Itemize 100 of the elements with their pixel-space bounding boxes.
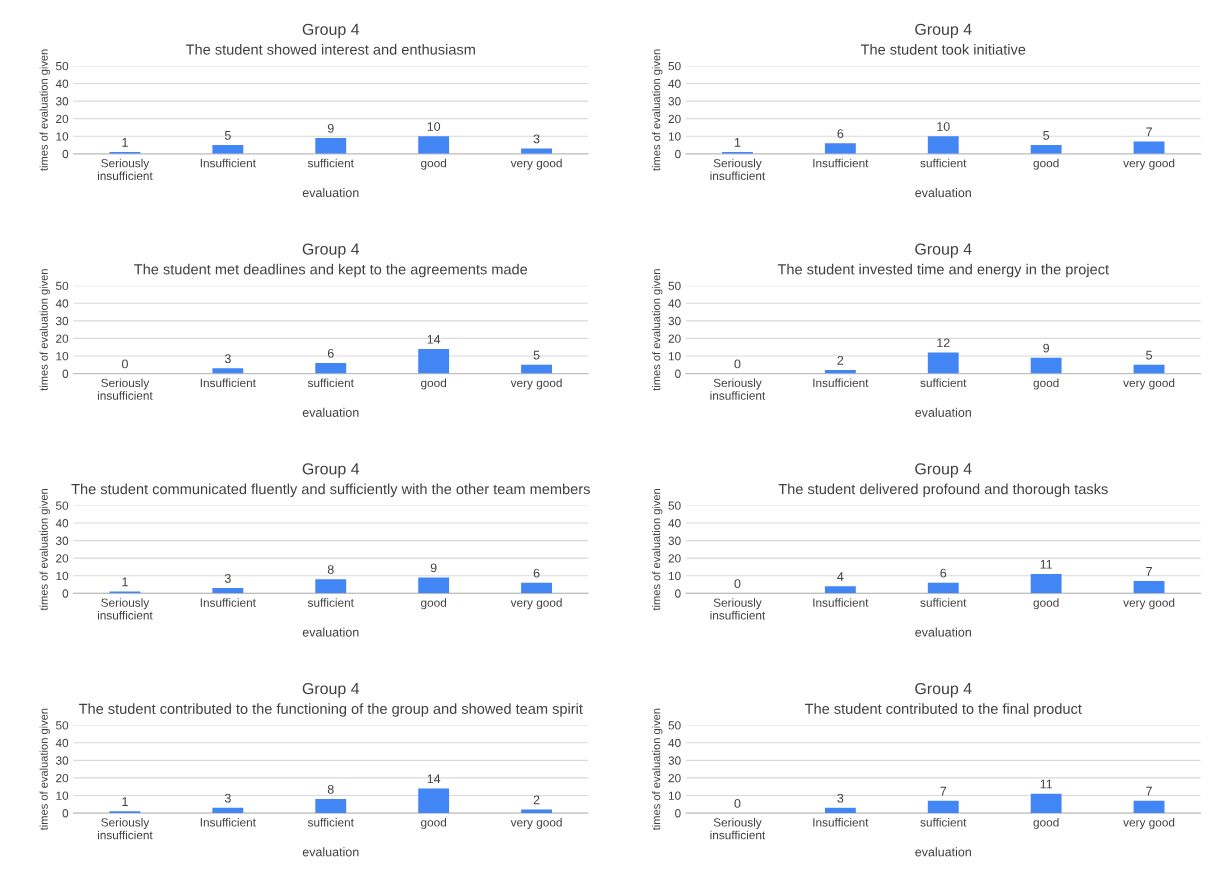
bar bbox=[315, 138, 347, 154]
chart-title: Group 4 bbox=[302, 23, 360, 39]
data-label: 10 bbox=[937, 122, 950, 131]
x-tick-label: good bbox=[421, 598, 447, 610]
chart-title: Group 4 bbox=[915, 682, 972, 698]
y-tick-label: 20 bbox=[668, 554, 681, 563]
x-tick-label: Insufficient bbox=[200, 158, 256, 168]
x-tick-label: Insufficient bbox=[813, 598, 869, 607]
bar bbox=[418, 348, 450, 374]
x-tick-label: very good bbox=[1123, 817, 1175, 829]
x-axis-title: evaluation bbox=[915, 407, 971, 417]
y-axis-title: times of evaluation given bbox=[39, 269, 50, 391]
data-label: 9 bbox=[430, 563, 437, 573]
x-tick-label: sufficient bbox=[307, 817, 354, 827]
y-tick-label: 40 bbox=[668, 519, 681, 528]
x-tick-label: Seriously insufficient bbox=[97, 158, 153, 181]
x-tick-label: Seriously insufficient bbox=[97, 598, 153, 620]
x-tick-label: Seriously insufficient bbox=[97, 378, 153, 400]
bar bbox=[315, 799, 347, 814]
data-label: 1 bbox=[122, 577, 128, 587]
y-tick-label: 10 bbox=[56, 571, 69, 581]
y-tick-label: 30 bbox=[55, 536, 69, 545]
y-tick-label: 20 bbox=[56, 773, 69, 783]
bar bbox=[212, 368, 244, 374]
bar bbox=[212, 588, 244, 594]
y-tick-label: 10 bbox=[56, 352, 69, 361]
bar bbox=[418, 136, 450, 154]
data-label: 2 bbox=[533, 795, 540, 805]
data-label: 7 bbox=[1146, 127, 1152, 137]
bar bbox=[315, 579, 347, 594]
bar bbox=[315, 363, 347, 374]
y-tick-label: 40 bbox=[55, 738, 69, 748]
data-label: 0 bbox=[121, 359, 128, 369]
x-tick-label: good bbox=[1033, 817, 1059, 829]
y-tick-label: 40 bbox=[668, 79, 681, 88]
x-tick-label: sufficient bbox=[920, 378, 967, 388]
y-tick-label: 40 bbox=[668, 299, 681, 308]
x-tick-label: Insufficient bbox=[200, 598, 256, 607]
x-tick-label: very good bbox=[1123, 598, 1175, 610]
y-tick-label: 10 bbox=[668, 352, 681, 361]
bar bbox=[418, 788, 450, 814]
chart-subtitle: The student showed interest and enthusiasm bbox=[185, 44, 475, 55]
y-tick-label: 20 bbox=[668, 114, 681, 124]
y-tick-label: 30 bbox=[668, 97, 681, 106]
data-label: 1 bbox=[122, 797, 128, 806]
x-tick-label: Insufficient bbox=[200, 817, 256, 827]
x-tick-label: good bbox=[1033, 378, 1059, 390]
chart-subtitle: The student contributed to the functioning of the group and showed team spirit bbox=[78, 703, 583, 717]
x-axis-title: evaluation bbox=[302, 407, 359, 417]
y-tick-label: 50 bbox=[668, 281, 681, 291]
chart-subtitle: The student contributed to the final product bbox=[804, 703, 1082, 717]
x-tick-label: Seriously insufficient bbox=[710, 158, 766, 181]
y-tick-label: 30 bbox=[668, 536, 681, 545]
chart-subtitle: The student met deadlines and kept to the agreements made bbox=[134, 263, 528, 278]
data-label: 0 bbox=[734, 798, 741, 808]
chart-subtitle: The student delivered profound and thorough tasks bbox=[778, 483, 1108, 498]
data-label: 4 bbox=[837, 572, 844, 581]
y-axis-title: times of evaluation given bbox=[652, 269, 663, 391]
chart-subtitle: The student communicated fluently and sufficiently with the other team members bbox=[71, 483, 590, 498]
data-label: 5 bbox=[1146, 350, 1152, 360]
data-label: 7 bbox=[940, 786, 947, 796]
data-label: 8 bbox=[327, 784, 334, 794]
data-label: 6 bbox=[327, 348, 334, 358]
x-tick-label: good bbox=[421, 817, 447, 829]
y-tick-label: 0 bbox=[62, 149, 69, 159]
x-tick-label: Insufficient bbox=[813, 817, 869, 827]
y-tick-label: 10 bbox=[56, 791, 69, 800]
chart-title: Group 4 bbox=[302, 682, 360, 698]
bar bbox=[212, 145, 244, 154]
x-tick-label: good bbox=[1033, 598, 1059, 610]
y-tick-label: 50 bbox=[55, 281, 69, 291]
data-label: 3 bbox=[224, 573, 231, 583]
bar bbox=[521, 582, 552, 594]
y-tick-label: 50 bbox=[668, 721, 681, 730]
y-tick-label: 20 bbox=[56, 334, 69, 343]
bar bbox=[927, 136, 959, 154]
bar bbox=[1133, 581, 1165, 594]
data-label: 11 bbox=[1040, 560, 1053, 569]
x-axis-title: evaluation bbox=[915, 847, 971, 857]
y-tick-label: 10 bbox=[56, 132, 69, 141]
y-tick-label: 40 bbox=[55, 299, 69, 308]
y-tick-label: 0 bbox=[675, 809, 681, 818]
y-tick-label: 20 bbox=[668, 773, 681, 783]
x-tick-label: sufficient bbox=[307, 598, 354, 607]
x-tick-label: very good bbox=[1123, 378, 1175, 390]
y-tick-label: 50 bbox=[668, 501, 681, 510]
x-tick-label: sufficient bbox=[920, 817, 967, 827]
bar bbox=[824, 586, 856, 594]
y-tick-label: 0 bbox=[675, 369, 681, 378]
data-label: 3 bbox=[224, 354, 231, 364]
y-tick-label: 10 bbox=[668, 791, 681, 800]
y-axis-title: times of evaluation given bbox=[39, 708, 50, 831]
y-tick-label: 20 bbox=[56, 114, 69, 124]
x-axis-title: evaluation bbox=[302, 847, 359, 857]
data-label: 3 bbox=[533, 134, 540, 144]
y-axis-title: times of evaluation given bbox=[652, 708, 663, 831]
chart-subtitle: The student invested time and energy in the project bbox=[777, 263, 1109, 278]
y-tick-label: 0 bbox=[62, 589, 69, 598]
bar bbox=[1030, 573, 1062, 594]
data-label: 7 bbox=[1146, 567, 1152, 576]
